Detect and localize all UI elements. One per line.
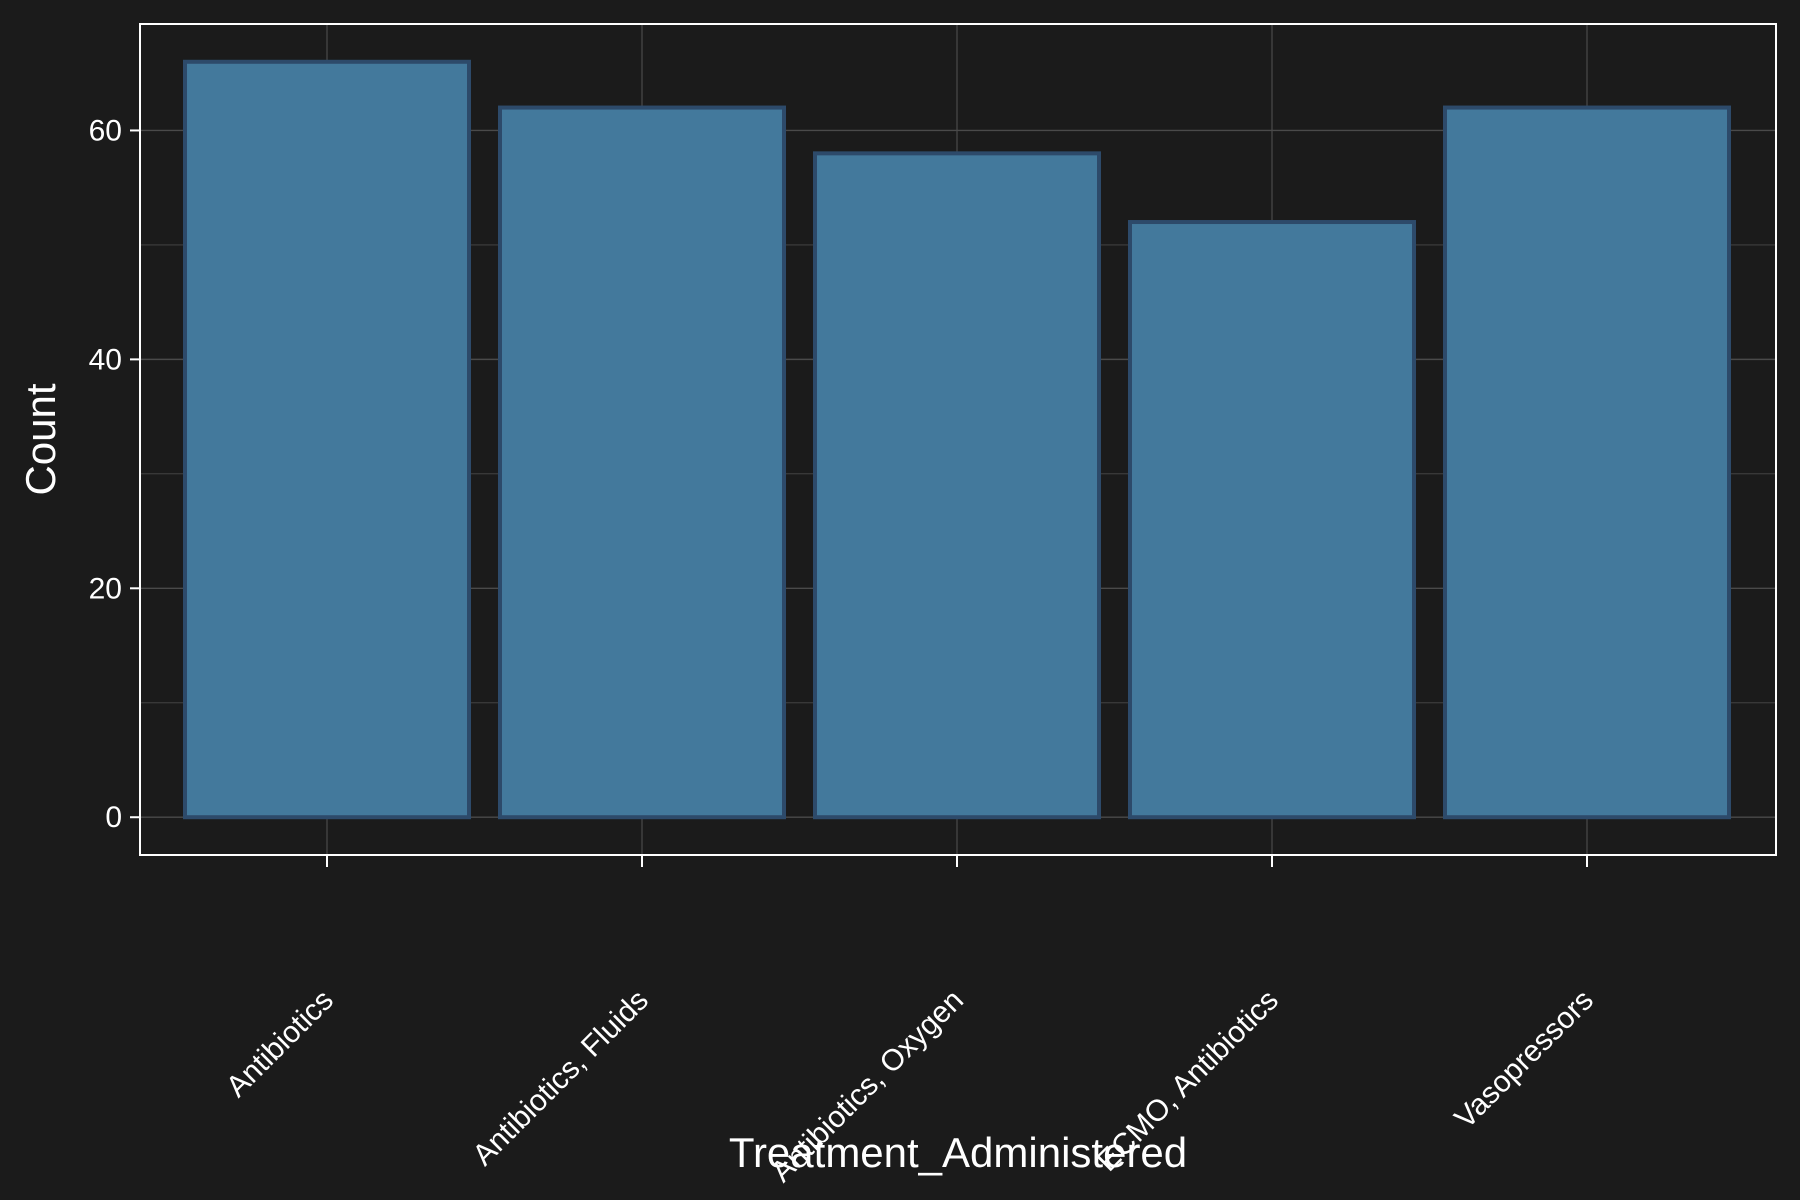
y-tick-label: 40 — [89, 343, 122, 376]
x-tick-label: Antibiotics, Fluids — [467, 984, 655, 1172]
y-axis-title: Count — [17, 383, 64, 495]
bar-vasopressors — [1443, 105, 1731, 820]
bar-antibiotics-fluids — [498, 105, 786, 820]
bar-ecmo-antibiotics — [1128, 220, 1416, 820]
bar-antibiotics — [183, 59, 471, 820]
axis-ticks — [130, 129, 1588, 867]
bar-antibiotics-oxygen — [813, 151, 1101, 820]
y-tick-label: 60 — [89, 114, 122, 147]
x-tick-label: Antibiotics — [220, 984, 340, 1104]
y-tick-label: 0 — [105, 801, 122, 834]
x-tick-label: Vasopressors — [1448, 984, 1599, 1135]
bars — [183, 59, 1731, 820]
x-axis-title: Treatment_Administered — [729, 1129, 1187, 1176]
y-tick-label: 20 — [89, 572, 122, 605]
